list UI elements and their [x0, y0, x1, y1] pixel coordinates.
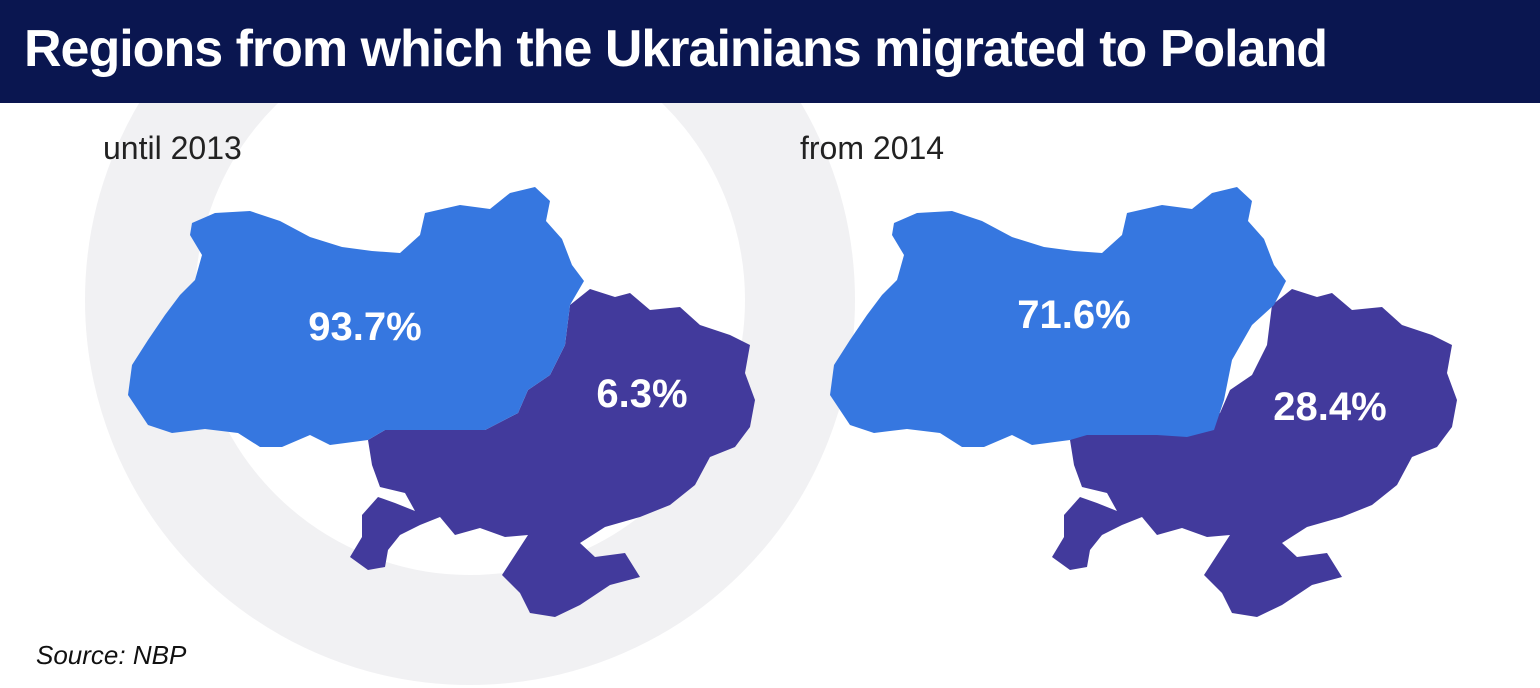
header-bar: Regions from which the Ukrainians migrat… — [0, 0, 1540, 103]
source-note: Source: NBP — [36, 640, 187, 670]
west-region-percentage: 71.6% — [1017, 293, 1130, 337]
page-title: Regions from which the Ukrainians migrat… — [24, 20, 1328, 78]
period-label-until-2013: until 2013 — [103, 130, 242, 166]
ukraine-map-from-2014: 71.6% 28.4% — [830, 187, 1457, 617]
east-region-percentage: 6.3% — [596, 372, 687, 416]
west-region-percentage: 93.7% — [308, 305, 421, 349]
east-region-percentage: 28.4% — [1273, 385, 1386, 429]
period-label-from-2014: from 2014 — [800, 130, 945, 166]
east-region-shape — [350, 289, 755, 617]
east-region-shape — [1052, 289, 1457, 617]
west-region-shape — [830, 187, 1286, 447]
west-region-shape — [128, 187, 584, 447]
ukraine-map-until-2013: 93.7% 6.3% — [128, 187, 755, 617]
